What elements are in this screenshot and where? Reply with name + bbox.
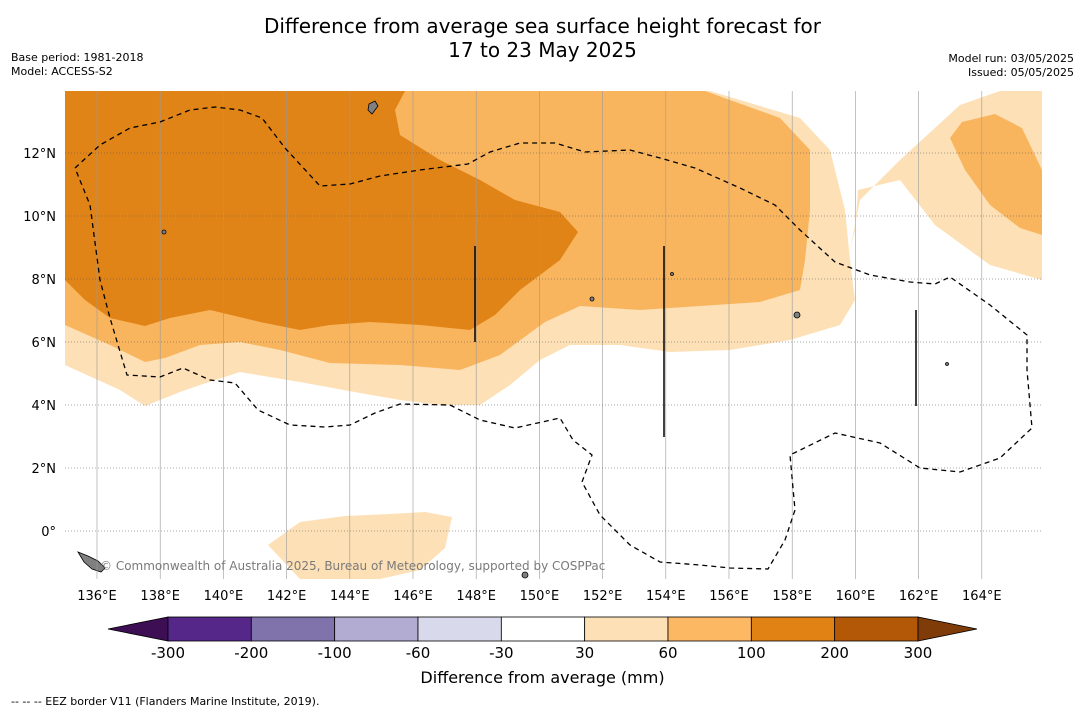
lat-label: 10°N [23,210,56,225]
model-run-text: Model run: 03/05/2025 [948,52,1074,65]
colorbar-tick-label: 100 [737,644,766,662]
land-islet-1 [161,229,167,235]
lon-label: 142°E [267,589,307,604]
colorbar-tick-label: -30 [489,644,514,662]
colorbar-swatch [500,616,586,642]
land-islet-2 [793,311,801,319]
lon-label: 150°E [520,589,560,604]
colorbar-swatch [417,616,502,642]
colorbar-swatch [584,616,669,642]
lon-label: 158°E [772,589,812,604]
lon-label: 148°E [456,589,496,604]
colorbar-extend-low [107,616,169,642]
colorbar-title: Difference from average (mm) [420,668,665,687]
base-period-text: Base period: 1981-2018 [11,51,144,64]
colorbar-tick-label: -200 [234,644,268,662]
colorbar-swatch [667,616,752,642]
meta-left: Base period: 1981-2018 Model: ACCESS-S2 [11,51,143,79]
colorbar-swatch [334,616,419,642]
map-panel: © Commonwealth of Australia 2025, Bureau… [65,91,1042,579]
lat-label: 4°N [32,399,57,414]
colorbar-tick-label: 300 [904,644,933,662]
colorbar: -300 -200 -100 -60 -30 30 60 100 200 300 [107,616,978,662]
lon-label: 138°E [140,589,180,604]
contour-band-100-200 [65,91,578,330]
eez-border [74,106,1033,570]
graticule [65,91,1042,579]
land-island-southwest [77,551,106,573]
lon-label: 136°E [77,589,117,604]
colorbar-tick-label: 30 [575,644,594,662]
colorbar-tick-label: 60 [658,644,677,662]
lon-label: 164°E [962,589,1002,604]
latitude-labels: 12°N 10°N 8°N 6°N 4°N 2°N 0° [23,147,56,540]
footnote-eez: -- -- -- EEZ border V11 (Flanders Marine… [11,695,320,708]
title-line-1: Difference from average sea surface heig… [263,14,822,38]
land-islet-4 [521,571,529,579]
lon-label: 140°E [204,589,244,604]
model-text: Model: ACCESS-S2 [11,65,113,78]
lat-label: 12°N [23,147,56,162]
lon-label: 156°E [709,589,749,604]
colorbar-tick-label: -100 [318,644,352,662]
lat-label: 8°N [32,273,57,288]
contour-band-30-60-south [268,512,452,579]
lon-label: 154°E [646,589,686,604]
title-line-2: 17 to 23 May 2025 [448,38,637,62]
land-island-north [367,100,379,115]
colorbar-tick-label: -60 [406,644,431,662]
colorbar-tick-label: 200 [820,644,849,662]
land-islet-5 [945,362,949,366]
lon-label: 146°E [393,589,433,604]
colorbar-swatch [250,616,336,642]
chart-title: Difference from average sea surface heig… [0,14,1085,62]
meta-right: Model run: 03/05/2025 Issued: 05/05/2025 [948,52,1074,80]
colorbar-swatch [834,616,919,642]
lat-label: 6°N [32,336,57,351]
colorbar-tick-label: -300 [151,644,185,662]
colorbar-swatch [167,616,252,642]
lon-label: 160°E [836,589,876,604]
colorbar-swatch [750,616,836,642]
lon-label: 162°E [899,589,939,604]
land-islet-6 [670,272,674,276]
land-islet-3 [589,296,595,302]
longitude-labels: 136°E 138°E 140°E 142°E 144°E 146°E 148°E 150°E… [77,589,1001,604]
issued-text: Issued: 05/05/2025 [967,66,1074,79]
lat-label: 2°N [32,462,57,477]
lon-label: 144°E [330,589,370,604]
lat-label: 0° [41,525,56,540]
contour-band-60-100-east [950,114,1042,235]
colorbar-extend-high [917,616,978,642]
lon-label: 152°E [583,589,623,604]
copyright-text: © Commonwealth of Australia 2025, Bureau… [100,559,605,573]
